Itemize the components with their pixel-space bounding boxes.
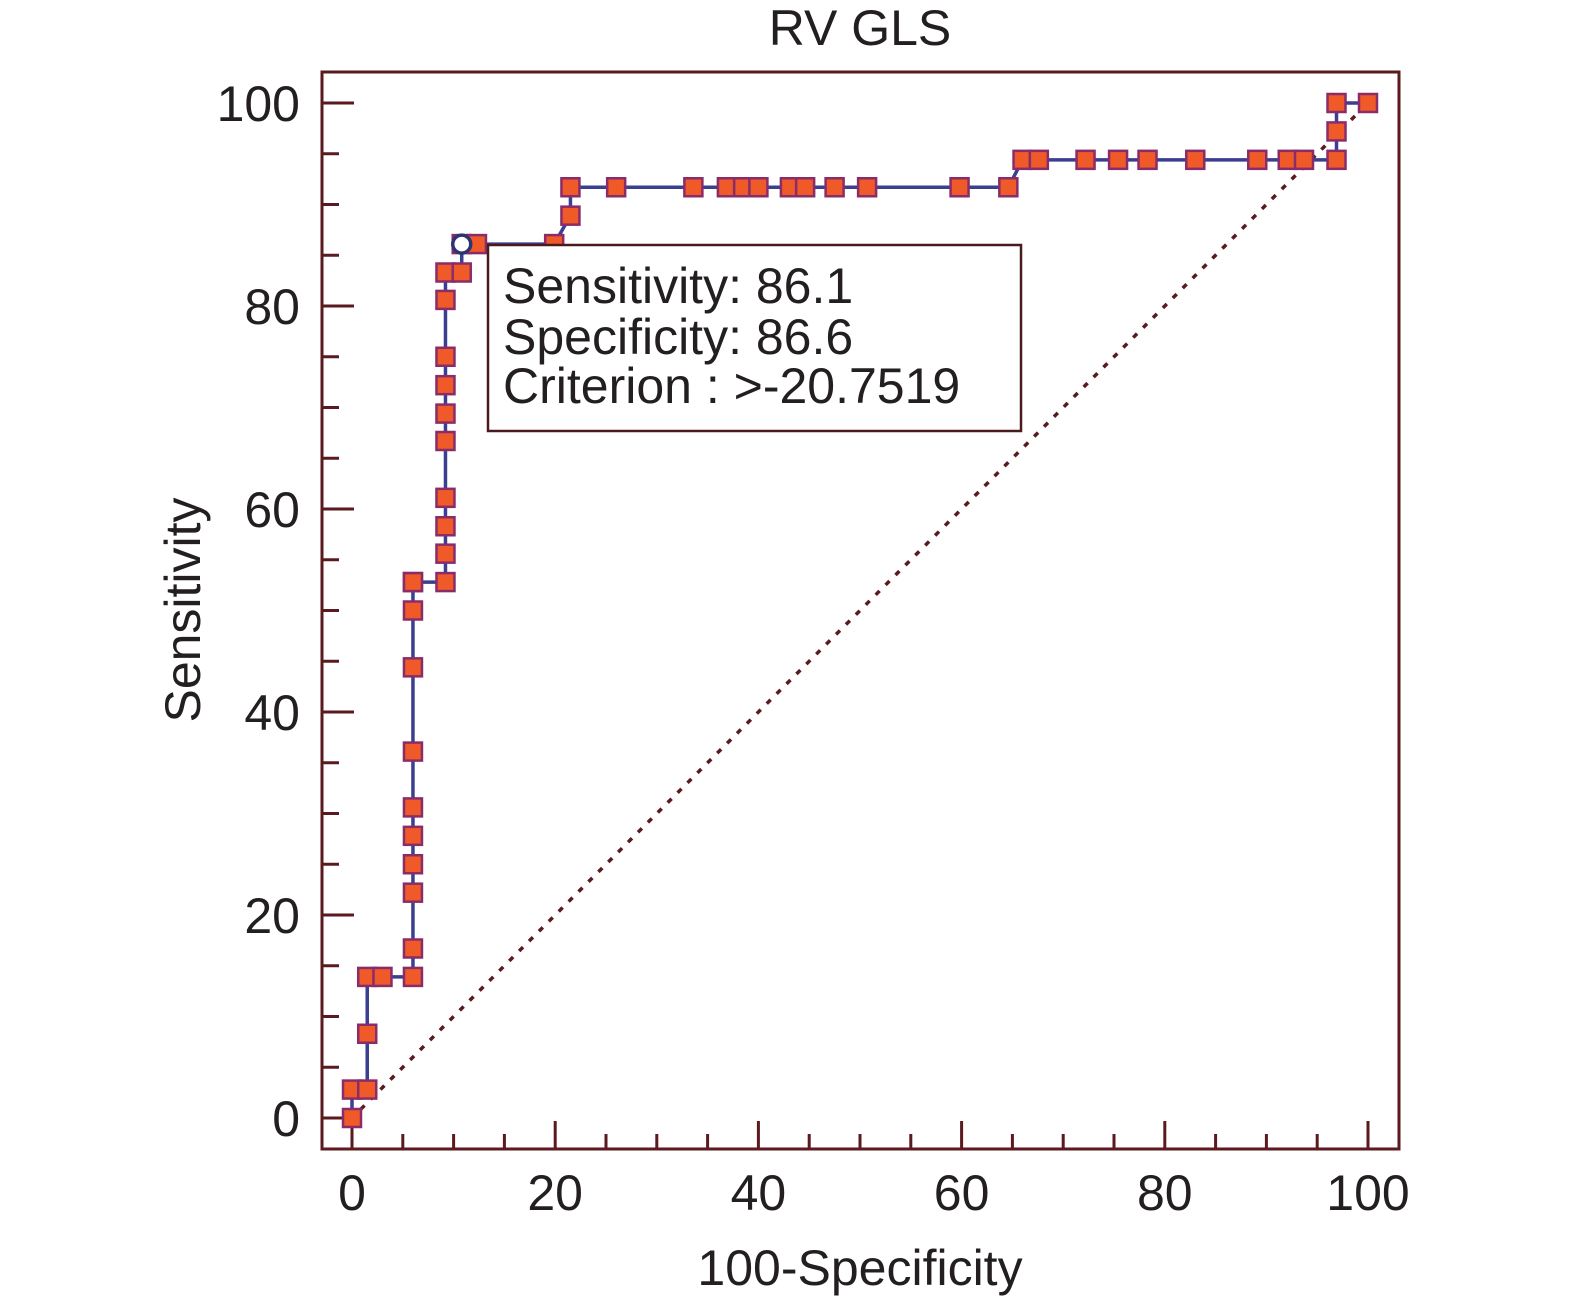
roc-point	[435, 289, 456, 311]
roc-point	[748, 176, 769, 198]
roc-point	[1326, 149, 1347, 171]
roc-point	[435, 403, 456, 424]
roc-point	[1293, 149, 1315, 171]
roc-point	[372, 966, 393, 988]
roc-point	[402, 966, 424, 988]
roc-point	[856, 176, 878, 198]
roc-point	[1357, 92, 1379, 114]
roc-point	[356, 1023, 378, 1045]
x-axis-title: 100-Specificity	[697, 1240, 1022, 1296]
x-tick-label: 60	[934, 1165, 990, 1221]
roc-point	[402, 571, 424, 593]
annotation-sensitivity: Sensitivity: 86.1	[503, 258, 853, 314]
roc-point	[1326, 121, 1347, 142]
roc-markers	[341, 92, 1379, 1129]
roc-point	[435, 430, 456, 452]
roc-point	[560, 205, 581, 226]
roc-point	[435, 374, 456, 396]
roc-point	[451, 262, 472, 283]
roc-point	[1107, 149, 1129, 171]
roc-point	[1247, 149, 1268, 171]
roc-point	[402, 825, 424, 847]
roc-point	[435, 571, 456, 593]
roc-point	[605, 176, 627, 198]
axis-ticks	[322, 101, 1370, 1149]
roc-point	[435, 516, 456, 537]
axis-tick-labels: 0 20 40 60 80 100 0 20 40 60 80 100	[217, 76, 1410, 1221]
roc-point	[1137, 149, 1158, 171]
optimal-cutoff-marker	[450, 233, 473, 255]
y-axis-title: Sensitivity	[155, 497, 211, 722]
roc-point	[683, 176, 704, 198]
roc-point	[341, 1107, 363, 1129]
reference-diagonal-line	[349, 100, 1371, 1121]
annotation-specificity: Specificity: 86.6	[503, 309, 853, 365]
y-tick-label: 0	[272, 1091, 300, 1147]
y-tick-label: 20	[244, 888, 300, 944]
roc-point	[435, 346, 456, 367]
x-tick-label: 40	[731, 1165, 787, 1221]
roc-point	[435, 543, 456, 564]
roc-point	[1326, 92, 1347, 114]
annotation-frame	[486, 243, 1023, 433]
roc-point	[402, 938, 424, 959]
annotation-criterion: Criterion : >-20.7519	[503, 358, 960, 414]
roc-point	[435, 487, 456, 509]
annotation-box: Sensitivity: 86.1 Specificity: 86.6 Crit…	[486, 243, 1023, 433]
chart-title: RV GLS	[769, 0, 952, 56]
roc-point	[1185, 149, 1206, 171]
roc-point	[356, 1079, 378, 1100]
roc-point	[402, 741, 424, 762]
roc-point	[402, 854, 424, 875]
x-tick-label: 0	[338, 1165, 366, 1221]
roc-point	[998, 176, 1019, 198]
roc-point	[794, 176, 816, 198]
roc-point	[1028, 149, 1050, 171]
y-tick-label: 80	[244, 279, 300, 335]
x-tick-label: 100	[1326, 1165, 1409, 1221]
roc-point	[949, 176, 970, 198]
roc-point	[1075, 149, 1096, 171]
y-tick-label: 40	[244, 685, 300, 741]
x-tick-label: 20	[527, 1165, 583, 1221]
y-tick-label: 60	[244, 482, 300, 538]
roc-point	[402, 600, 424, 621]
roc-point	[402, 657, 424, 678]
roc-point	[402, 797, 424, 818]
y-tick-label: 100	[217, 76, 300, 132]
x-tick-label: 80	[1137, 1165, 1193, 1221]
roc-point	[824, 176, 845, 198]
roc-point	[560, 176, 581, 198]
roc-point	[402, 882, 424, 903]
